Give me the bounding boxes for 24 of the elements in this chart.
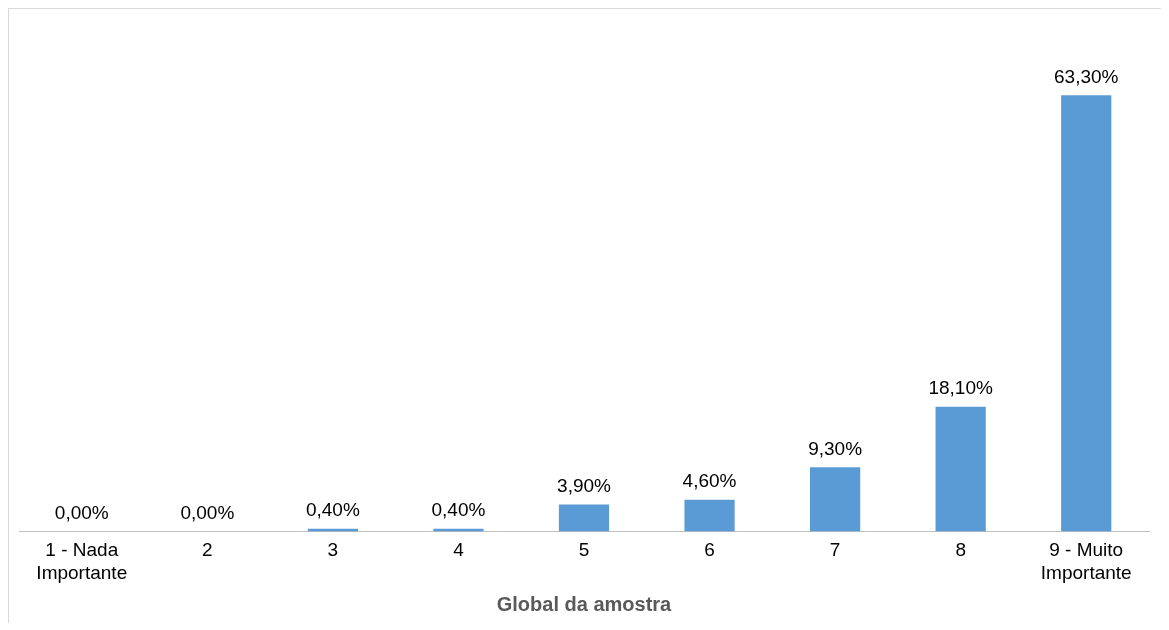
data-label: 0,00%	[180, 502, 235, 524]
data-label: 3,90%	[557, 475, 612, 497]
x-tick-label: 1 - Nada Importante	[36, 539, 128, 583]
data-label: 18,10%	[928, 377, 993, 399]
x-tick-label: 6	[704, 539, 715, 561]
x-tick-label: 7	[829, 539, 841, 561]
x-tick-label: 8	[955, 539, 966, 561]
data-label: 0,40%	[431, 499, 486, 521]
x-tick-label: 4	[453, 539, 465, 561]
data-label: 9,30%	[808, 438, 863, 460]
x-tick-label: 5	[578, 539, 590, 561]
data-label: 0,00%	[54, 502, 109, 524]
x-axis-title: Global da amostra	[496, 592, 673, 615]
x-tick-label: 3	[327, 539, 339, 561]
data-label: 0,40%	[305, 499, 360, 521]
bar	[935, 406, 986, 532]
data-label: 63,30%	[1054, 65, 1119, 87]
x-tick-label: 2	[202, 539, 213, 561]
data-label: 4,60%	[682, 470, 737, 492]
bar	[1061, 95, 1112, 532]
bar	[684, 499, 735, 532]
x-tick-label: 9 - Muito Importante	[1040, 539, 1132, 583]
bar	[558, 504, 610, 532]
bar	[810, 467, 861, 532]
